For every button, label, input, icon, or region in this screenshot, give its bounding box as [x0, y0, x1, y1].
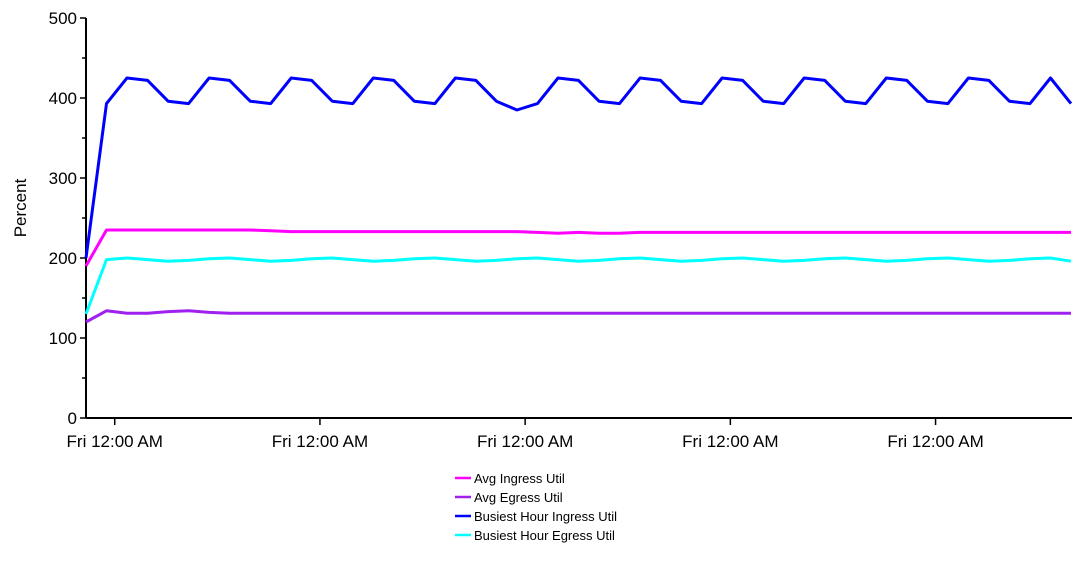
series-lines — [84, 76, 1072, 324]
x-tick-label: Fri 12:00 AM — [272, 432, 368, 451]
y-tick-label: 500 — [49, 9, 77, 28]
series-line-busiest-hour-egress-util — [84, 256, 1072, 315]
legend-item: Avg Egress Util — [455, 490, 563, 505]
legend-item: Busiest Hour Egress Util — [455, 528, 615, 543]
axes — [85, 18, 1072, 419]
x-tick-label: Fri 12:00 AM — [67, 432, 163, 451]
series-line-avg-ingress-util — [84, 228, 1071, 267]
y-tick-label: 300 — [49, 169, 77, 188]
y-axis-ticks: 0 100 200 300 400 500 — [49, 9, 86, 428]
legend-label: Avg Ingress Util — [474, 471, 565, 486]
x-tick-label: Fri 12:00 AM — [682, 432, 778, 451]
legend-label: Busiest Hour Egress Util — [474, 528, 615, 543]
y-tick-label: 100 — [49, 329, 77, 348]
series-line-busiest-hour-ingress-util — [84, 76, 1072, 259]
y-tick-label: 400 — [49, 89, 77, 108]
y-tick-label: 0 — [68, 409, 77, 428]
legend-label: Busiest Hour Ingress Util — [474, 509, 617, 524]
x-axis-ticks: Fri 12:00 AM Fri 12:00 AM Fri 12:00 AM Fri … — [67, 418, 984, 451]
series-line-avg-egress-util — [85, 309, 1071, 324]
legend-label: Avg Egress Util — [474, 490, 563, 505]
legend: Avg Ingress Util Avg Egress Util Busiest H… — [455, 471, 617, 543]
legend-item: Avg Ingress Util — [455, 471, 565, 486]
x-tick-label: Fri 12:00 AM — [477, 432, 573, 451]
y-axis-title: Percent — [11, 178, 30, 237]
y-tick-label: 200 — [49, 249, 77, 268]
legend-item: Busiest Hour Ingress Util — [455, 509, 617, 524]
x-tick-label: Fri 12:00 AM — [887, 432, 983, 451]
